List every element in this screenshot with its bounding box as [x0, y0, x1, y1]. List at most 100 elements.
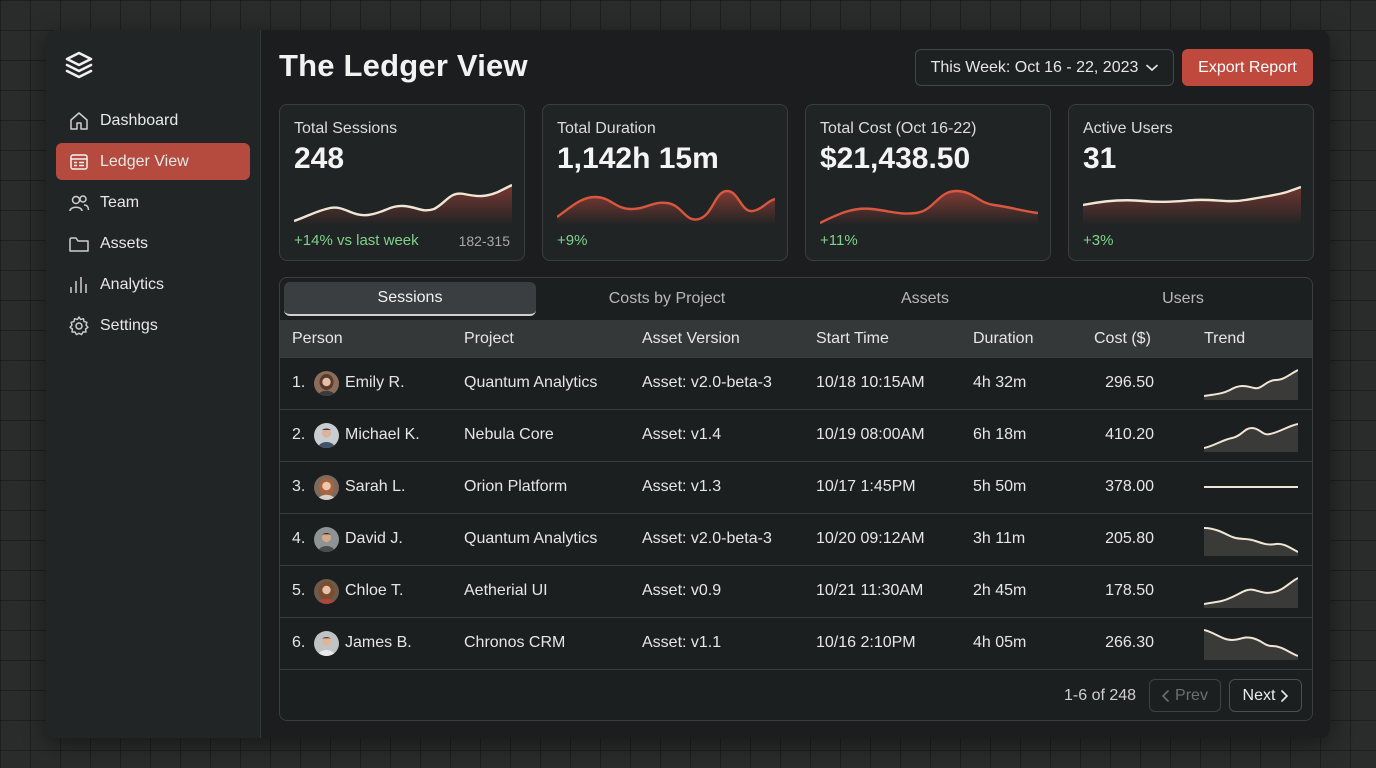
tab-bar: Sessions Costs by Project Assets Users [280, 278, 1312, 320]
page-title: The Ledger View [279, 48, 528, 83]
table-row[interactable]: 4. David J. Quantum Analytics Asset: v2.… [280, 513, 1312, 565]
card-range: 182-315 [458, 233, 510, 249]
avatar [314, 371, 339, 396]
sparkline-chart [820, 189, 1038, 225]
next-page-button[interactable]: Next [1229, 679, 1302, 712]
stat-card-total-duration: Total Duration 1,142h 15m +9% [542, 104, 788, 261]
gear-icon [68, 315, 90, 337]
column-header-trend[interactable]: Trend [1204, 330, 1246, 347]
cost: 266.30 [1105, 634, 1154, 651]
project-name: Aetherial UI [464, 582, 548, 599]
trend-sparkline [1204, 423, 1298, 452]
avatar [314, 423, 339, 448]
stat-card-active-users: Active Users 31 +3% [1068, 104, 1314, 261]
layers-icon[interactable] [64, 50, 94, 82]
start-time: 10/17 1:45PM [816, 478, 916, 495]
main-content: The Ledger View This Week: Oct 16 - 22, … [262, 30, 1330, 738]
table-row[interactable]: 6. James B. Chronos CRM Asset: v1.1 10/1… [280, 617, 1312, 669]
column-header-project[interactable]: Project [464, 330, 514, 347]
table-row[interactable]: 1. Emily R. Quantum Analytics Asset: v2.… [280, 357, 1312, 409]
card-label: Active Users [1083, 120, 1173, 137]
table-header: Person Project Asset Version Start Time … [280, 320, 1312, 357]
project-name: Orion Platform [464, 478, 568, 495]
start-time: 10/19 08:00AM [816, 426, 925, 443]
sidebar-item-label: Dashboard [100, 111, 179, 129]
chevron-right-icon [1281, 689, 1289, 702]
start-time: 10/16 2:10PM [816, 634, 916, 651]
export-report-button[interactable]: Export Report [1182, 49, 1313, 86]
tab-users[interactable]: Users [1162, 290, 1204, 307]
trend-sparkline [1204, 369, 1298, 400]
start-time: 10/21 11:30AM [816, 582, 924, 599]
column-header-start-time[interactable]: Start Time [816, 330, 889, 347]
duration: 4h 32m [973, 374, 1027, 391]
ledger-icon [68, 151, 90, 173]
duration: 6h 18m [973, 426, 1027, 443]
stat-card-total-cost: Total Cost (Oct 16-22) $21,438.50 +11% [805, 104, 1051, 261]
tab-sessions[interactable]: Sessions [284, 282, 536, 316]
asset-version: Asset: v2.0-beta-3 [642, 374, 772, 391]
card-label: Total Cost (Oct 16-22) [820, 120, 977, 137]
person-name: Michael K. [345, 426, 420, 443]
row-index: 2. [292, 426, 306, 443]
sidebar-item-label: Assets [100, 234, 149, 252]
duration: 5h 50m [973, 478, 1027, 495]
avatar [314, 475, 339, 500]
project-name: Quantum Analytics [464, 374, 598, 391]
column-header-cost[interactable]: Cost ($) [1094, 330, 1151, 347]
sidebar-item-label: Team [100, 193, 140, 211]
sidebar-item-analytics[interactable]: Analytics [56, 266, 250, 303]
avatar [314, 527, 339, 552]
trend-sparkline [1204, 629, 1298, 660]
tab-assets[interactable]: Assets [900, 290, 949, 307]
person-name: Chloe T. [345, 582, 404, 599]
table-row[interactable]: 5. Chloe T. Aetherial UI Asset: v0.9 10/… [280, 565, 1312, 617]
prev-label: Prev [1175, 686, 1208, 704]
tab-costs-by-project[interactable]: Costs by Project [608, 290, 726, 307]
table-row[interactable]: 2. Michael K. Nebula Core Asset: v1.4 10… [280, 409, 1312, 461]
column-header-asset-version[interactable]: Asset Version [642, 330, 740, 347]
start-time: 10/20 09:12AM [816, 530, 925, 547]
cost: 410.20 [1105, 426, 1154, 443]
trend-sparkline [1204, 577, 1298, 608]
column-header-duration[interactable]: Duration [973, 330, 1034, 347]
card-change: +9% [557, 232, 588, 249]
start-time: 10/18 10:15AM [816, 374, 925, 391]
users-icon [68, 192, 90, 214]
duration: 4h 05m [973, 634, 1027, 651]
cost: 178.50 [1105, 582, 1154, 599]
stat-card-total-sessions: Total Sessions 248 +14% vs last week 182… [279, 104, 525, 261]
row-index: 5. [292, 582, 306, 599]
person-name: David J. [345, 530, 403, 547]
sidebar-item-settings[interactable]: Settings [56, 307, 250, 344]
avatar [314, 631, 339, 656]
project-name: Nebula Core [464, 426, 554, 443]
sidebar-item-assets[interactable]: Assets [56, 225, 250, 262]
date-range-label: This Week: Oct 16 - 22, 2023 [930, 58, 1139, 76]
chevron-left-icon [1162, 689, 1169, 702]
trend-sparkline [1204, 486, 1298, 488]
column-header-person[interactable]: Person [292, 330, 343, 347]
table-row[interactable]: 3. Sarah L. Orion Platform Asset: v1.3 1… [280, 461, 1312, 513]
sessions-table-panel: Sessions Costs by Project Assets Users P… [279, 277, 1313, 721]
sidebar-item-ledger-view[interactable]: Ledger View [56, 143, 250, 180]
trend-sparkline [1204, 527, 1298, 556]
card-change: +14% vs last week [294, 232, 419, 249]
card-label: Total Sessions [294, 120, 398, 137]
date-range-dropdown[interactable]: This Week: Oct 16 - 22, 2023 [915, 49, 1174, 86]
row-index: 6. [292, 634, 306, 651]
asset-version: Asset: v0.9 [642, 582, 722, 599]
card-value: $21,438.50 [820, 142, 971, 175]
sidebar-item-team[interactable]: Team [56, 184, 250, 221]
next-label: Next [1242, 686, 1276, 704]
card-change: +3% [1083, 232, 1114, 249]
sidebar-item-label: Analytics [100, 275, 165, 293]
project-name: Chronos CRM [464, 634, 566, 651]
sidebar-item-dashboard[interactable]: Dashboard [56, 102, 250, 139]
sidebar: Dashboard Ledger View Team Assets Analyt… [46, 30, 261, 738]
avatar [314, 579, 339, 604]
card-value: 31 [1083, 142, 1117, 175]
cost: 296.50 [1105, 374, 1154, 391]
asset-version: Asset: v1.4 [642, 426, 722, 443]
prev-page-button[interactable]: Prev [1149, 679, 1221, 712]
